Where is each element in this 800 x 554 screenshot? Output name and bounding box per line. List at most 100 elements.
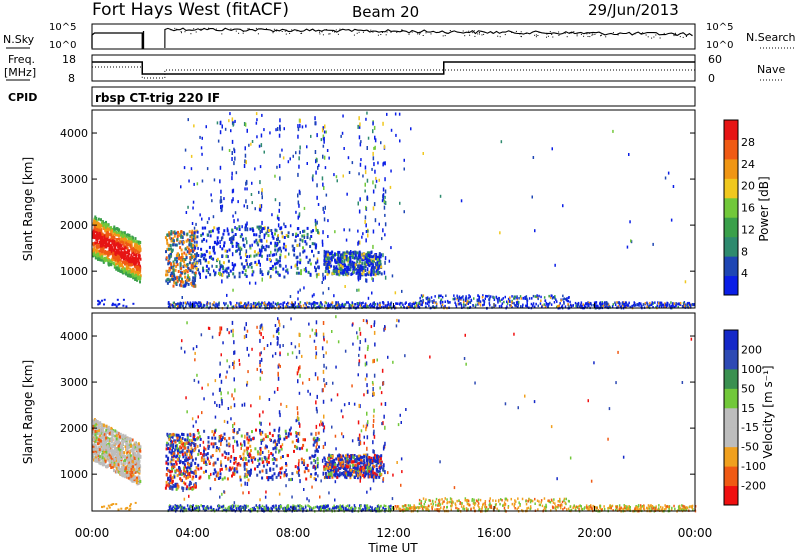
data-point	[108, 228, 110, 231]
data-point	[312, 242, 314, 245]
data-point	[256, 118, 258, 121]
data-point	[325, 206, 327, 210]
data-point	[356, 289, 358, 292]
data-point	[292, 233, 294, 236]
data-point	[118, 444, 120, 447]
colorbar-tick-label: 16	[741, 202, 755, 215]
data-point	[226, 294, 228, 297]
data-point	[328, 270, 330, 273]
data-point	[509, 304, 511, 307]
data-point	[177, 235, 179, 238]
data-point	[168, 244, 170, 247]
data-point	[189, 269, 191, 272]
data-point	[419, 302, 421, 305]
data-point	[323, 137, 325, 140]
data-point	[410, 127, 412, 130]
data-point	[467, 300, 469, 303]
data-point	[361, 236, 363, 239]
data-point	[202, 180, 204, 183]
nsearch-point	[472, 32, 473, 33]
data-point	[176, 437, 178, 440]
data-point	[357, 264, 359, 267]
data-point	[179, 455, 181, 458]
data-point	[314, 266, 316, 269]
data-point	[244, 305, 246, 308]
data-point	[338, 303, 340, 306]
data-point	[323, 211, 325, 214]
data-point	[221, 279, 223, 283]
data-point	[184, 276, 186, 279]
data-point	[227, 267, 229, 270]
data-point	[372, 260, 374, 263]
data-point	[367, 263, 369, 266]
data-point	[569, 301, 571, 304]
data-point	[173, 285, 175, 288]
data-point	[384, 214, 386, 217]
data-point	[326, 267, 328, 270]
power-y-axis: 1000200030004000	[60, 127, 695, 278]
data-point	[188, 251, 190, 254]
data-point	[291, 301, 293, 304]
data-point	[249, 282, 251, 285]
data-point	[109, 259, 111, 262]
data-point	[279, 164, 281, 168]
data-point	[196, 235, 198, 238]
data-point	[168, 269, 170, 272]
data-point	[217, 236, 219, 239]
data-point	[100, 226, 102, 229]
data-point	[299, 124, 301, 128]
data-point	[235, 211, 237, 214]
nsky-tick-top: 10^5	[49, 22, 76, 33]
data-point	[253, 255, 255, 258]
data-point	[175, 282, 177, 285]
data-point	[125, 305, 127, 307]
data-point	[219, 240, 221, 244]
data-point	[283, 156, 285, 159]
data-point	[612, 130, 614, 133]
data-point	[341, 260, 343, 263]
data-point	[305, 125, 307, 128]
data-point	[177, 449, 179, 452]
data-point	[295, 211, 297, 214]
data-point	[181, 249, 183, 252]
data-point	[113, 469, 115, 472]
data-point	[301, 235, 303, 238]
data-point	[128, 446, 130, 449]
nsearch-tick-top: 10^5	[706, 22, 733, 33]
nsearch-point	[577, 35, 578, 36]
data-point	[186, 240, 188, 243]
data-point	[109, 464, 111, 467]
data-point	[600, 304, 602, 307]
data-point	[189, 261, 191, 264]
data-point	[307, 261, 309, 264]
data-point	[256, 112, 258, 115]
nsearch-point	[243, 31, 244, 32]
data-point	[265, 232, 267, 235]
data-point	[651, 304, 653, 307]
data-point	[254, 240, 256, 243]
data-point	[357, 125, 359, 129]
data-point	[199, 136, 201, 139]
data-point	[134, 260, 136, 263]
data-point	[112, 455, 114, 458]
data-point	[114, 450, 116, 453]
nsearch-point	[551, 34, 552, 35]
data-point	[200, 248, 202, 251]
data-point	[322, 243, 324, 247]
nsky-panel-frame	[92, 24, 695, 49]
nsearch-point	[401, 30, 402, 31]
data-point	[261, 221, 263, 225]
nsearch-point	[285, 31, 286, 32]
data-point	[383, 193, 385, 197]
data-point	[313, 293, 315, 296]
data-point	[283, 276, 285, 279]
nsearch-point	[445, 35, 446, 36]
data-point	[202, 137, 204, 140]
data-point	[377, 303, 379, 306]
data-point	[231, 229, 233, 232]
data-point	[368, 271, 370, 274]
data-point	[478, 302, 480, 305]
data-point	[499, 231, 501, 234]
data-point	[548, 295, 550, 298]
data-point	[279, 118, 281, 122]
